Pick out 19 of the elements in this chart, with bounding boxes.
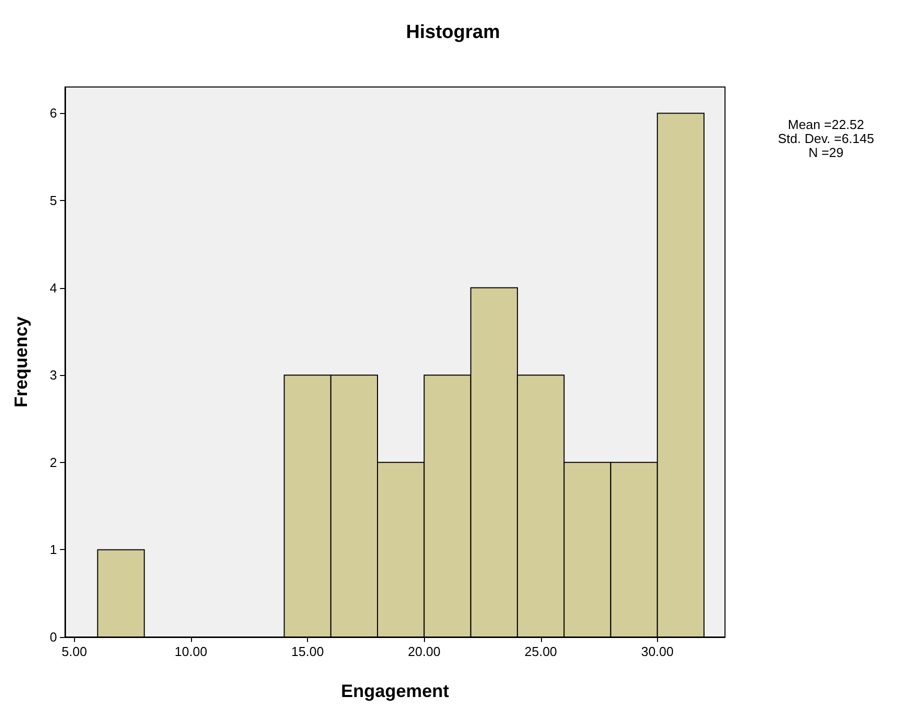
x-tick-label: 30.00 <box>641 644 674 659</box>
x-tick-label: 25.00 <box>524 644 558 659</box>
y-tick-label: 2 <box>50 454 57 470</box>
y-tick-label: 6 <box>50 106 57 121</box>
y-tick-label: 1 <box>50 542 57 558</box>
x-tick-label: 10.00 <box>174 644 208 659</box>
x-tick-label: 20.00 <box>408 644 440 659</box>
y-tick-label: 3 <box>50 368 57 383</box>
text: Std. Dev. =6.145 <box>778 131 874 146</box>
y-tick-label: 5 <box>50 192 57 208</box>
x-tick-label: 5.00 <box>62 644 87 659</box>
text: Mean =22.52 <box>788 117 864 132</box>
y-tick-label: 4 <box>50 280 57 296</box>
y-axis-title: Frequency <box>11 316 31 408</box>
x-axis-title: Engagement <box>340 681 450 701</box>
text: N =29 <box>808 145 844 160</box>
chart-title: Histogram <box>406 22 500 43</box>
x-tick-label: 15.00 <box>291 644 324 659</box>
y-tick-label: 0 <box>50 630 57 644</box>
